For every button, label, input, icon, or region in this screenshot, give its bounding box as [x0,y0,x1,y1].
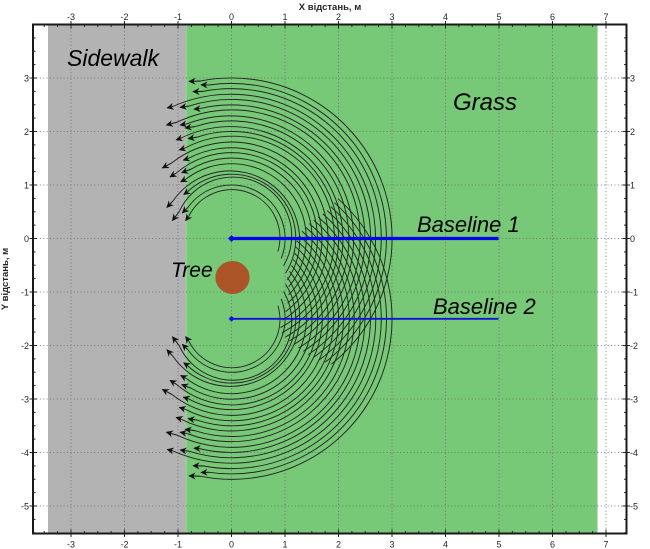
svg-text:3: 3 [24,74,29,84]
svg-text:2: 2 [336,12,341,22]
svg-text:2: 2 [336,540,341,549]
svg-text:1: 1 [282,12,287,22]
svg-text:-2: -2 [21,341,29,351]
svg-text:-3: -3 [67,540,75,549]
svg-text:0: 0 [229,12,234,22]
svg-text:-3: -3 [21,395,29,405]
svg-text:Sidewalk: Sidewalk [67,45,161,71]
svg-text:-3: -3 [630,395,638,405]
svg-text:Baseline 1: Baseline 1 [417,212,520,237]
svg-text:Y відстань, м: Y відстань, м [0,248,11,310]
svg-text:-1: -1 [174,12,182,22]
svg-text:6: 6 [550,12,555,22]
svg-text:2: 2 [630,127,635,137]
svg-text:-2: -2 [120,540,128,549]
svg-text:-4: -4 [630,448,638,458]
svg-text:-1: -1 [21,288,29,298]
svg-text:-2: -2 [630,341,638,351]
svg-text:X відстань, м: X відстань, м [299,2,361,13]
svg-text:-5: -5 [21,502,29,512]
svg-text:-1: -1 [630,288,638,298]
svg-text:Baseline 2: Baseline 2 [433,294,536,319]
svg-text:2: 2 [24,127,29,137]
svg-text:1: 1 [24,181,29,191]
svg-text:-2: -2 [120,12,128,22]
svg-text:4: 4 [443,12,448,22]
svg-text:4: 4 [443,540,448,549]
svg-text:-3: -3 [67,12,75,22]
svg-text:0: 0 [630,234,635,244]
svg-text:0: 0 [24,234,29,244]
svg-text:Tree: Tree [171,259,213,282]
svg-text:0: 0 [229,540,234,549]
svg-text:5: 5 [496,12,501,22]
svg-text:1: 1 [282,540,287,549]
svg-text:-5: -5 [630,502,638,512]
svg-text:1: 1 [630,181,635,191]
svg-text:5: 5 [496,540,501,549]
svg-text:7: 7 [603,12,608,22]
svg-text:-4: -4 [21,448,29,458]
svg-text:3: 3 [630,74,635,84]
svg-text:Grass: Grass [453,89,517,116]
svg-text:3: 3 [389,540,394,549]
svg-text:-1: -1 [174,540,182,549]
svg-text:7: 7 [603,540,608,549]
svg-text:6: 6 [550,540,555,549]
svg-text:3: 3 [389,12,394,22]
